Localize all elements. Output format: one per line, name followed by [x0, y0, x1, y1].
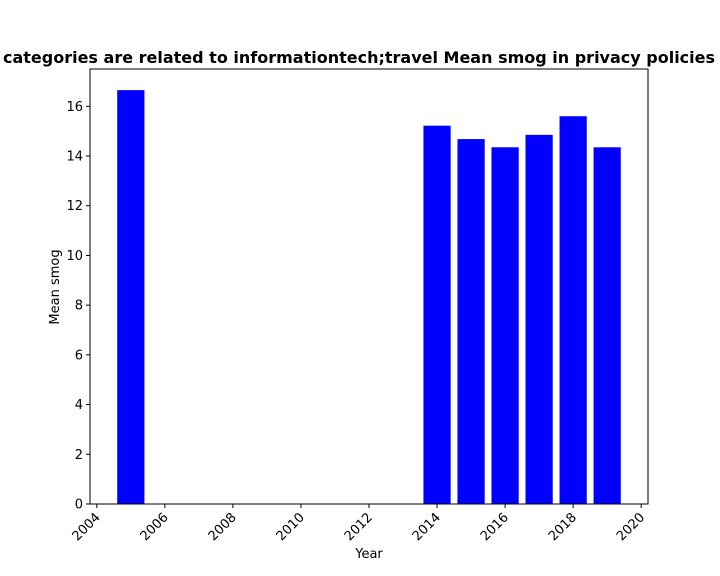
bars-group: [117, 90, 621, 505]
y-tick-label: 6: [75, 348, 83, 363]
bar-2005: [117, 90, 145, 504]
y-axis-label: Mean smog: [48, 249, 63, 324]
x-tick-label: 2006: [138, 510, 172, 544]
y-tick-label: 4: [75, 398, 83, 413]
bar-2016: [491, 147, 519, 505]
y-tick-label: 0: [75, 498, 83, 513]
y-tick-label: 10: [66, 249, 83, 264]
chart-title: categories are related to informationtec…: [3, 48, 715, 67]
x-axis-label: Year: [354, 547, 383, 562]
x-tick-label: 2008: [206, 510, 240, 544]
x-tick-label: 2004: [70, 510, 104, 544]
x-tick-label: 2020: [614, 510, 648, 544]
y-tick-label: 16: [66, 100, 83, 115]
y-tick-label: 14: [66, 150, 83, 165]
x-tick-label: 2016: [478, 510, 512, 544]
bar-2017: [525, 134, 553, 504]
x-tick-label: 2018: [546, 510, 580, 544]
bar-2015: [457, 139, 485, 504]
x-tick-label: 2012: [342, 510, 376, 544]
x-tick-label: 2014: [410, 510, 444, 544]
bar-2018: [559, 116, 587, 504]
y-tick-label: 2: [75, 448, 83, 463]
x-tick-label: 2010: [274, 510, 308, 544]
y-tick-label: 12: [66, 199, 83, 214]
y-axis-ticks: 0 2 4 6 8 10 12 14 16: [66, 100, 90, 513]
bar-2019: [593, 147, 621, 505]
bar-2014: [423, 125, 451, 504]
x-axis-ticks: 2004 2006 2008 2010 2012 2014 2016 2018 2020: [70, 504, 648, 544]
y-tick-label: 8: [75, 299, 83, 314]
